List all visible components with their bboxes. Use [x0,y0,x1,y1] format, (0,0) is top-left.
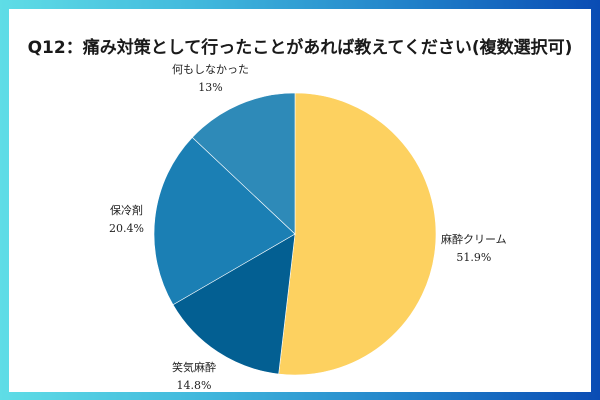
label-name: 麻酔クリーム [441,233,507,246]
slice-ice-pack [153,136,296,306]
label-laughing-gas: 笑気麻酔 14.8% [172,359,216,395]
label-name: 何もしなかった [172,63,249,76]
slice-anesthetic-cream [278,92,437,376]
label-percent: 13% [198,81,223,94]
label-anesthetic-cream: 麻酔クリーム 51.9% [441,231,507,267]
label-name: 笑気麻酔 [172,361,216,374]
slice-laughing-gas [172,233,296,375]
label-name: 保冷剤 [109,204,143,217]
slice-nothing [191,92,296,235]
chart-card: Q12：痛み対策として行ったことがあれば教えてください(複数選択可) 何もしなか… [9,9,591,392]
chart-title: Q12：痛み対策として行ったことがあれば教えてください(複数選択可) [27,38,573,58]
label-nothing: 何もしなかった 13% [172,61,249,97]
label-percent: 14.8% [176,379,212,392]
pie-chart [153,92,437,376]
label-percent: 20.4% [109,222,144,235]
label-percent: 51.9% [456,251,492,264]
label-ice-pack: 保冷剤 20.4% [109,202,144,238]
